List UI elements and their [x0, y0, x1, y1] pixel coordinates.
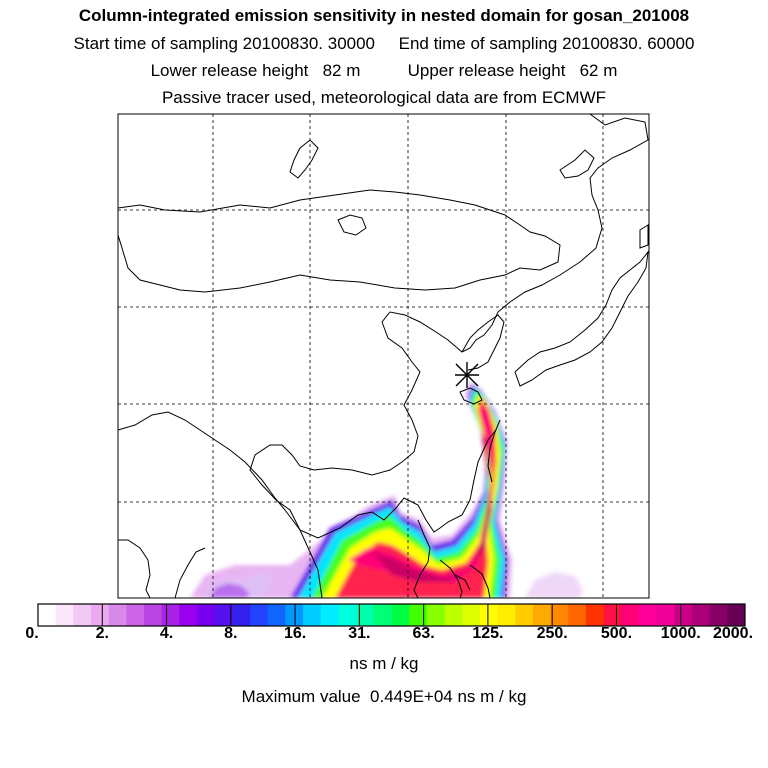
colorbar-cell	[338, 604, 357, 626]
colorbar-cell	[267, 604, 286, 626]
colorbar-cell	[320, 604, 339, 626]
colorbar-cell	[426, 604, 446, 626]
colorbar-cell	[621, 604, 640, 626]
colorbar-cell	[568, 604, 587, 626]
lower-release-label: Lower release height 82 m	[150, 61, 361, 80]
colorbar-tick-label: 4.	[159, 625, 174, 642]
colorbar-cell	[126, 604, 145, 626]
colorbar-cell	[232, 604, 251, 626]
map-frame	[117, 113, 650, 599]
release-point-marker	[455, 362, 479, 388]
colorbar-cell	[638, 604, 658, 626]
colorbar-cell	[303, 604, 322, 626]
colorbar-cell	[197, 604, 216, 626]
colorbar-cell	[691, 604, 711, 626]
sampling-time-line: Start time of sampling 20100830. 30000 E…	[0, 34, 768, 54]
colorbar-cell	[373, 604, 392, 626]
colorbar-cell	[515, 604, 534, 626]
colorbar-tick-label: 63.	[412, 625, 435, 642]
colorbar-cell	[144, 604, 163, 626]
colorbar-cell	[356, 604, 375, 626]
colorbar-cell	[709, 604, 728, 626]
colorbar-cell	[550, 604, 569, 626]
colorbar-cell	[603, 604, 622, 626]
colorbar-cell	[674, 604, 693, 626]
colorbar-cell	[55, 604, 74, 626]
colorbar-tick-label: 1000.	[660, 625, 701, 642]
colorbar-tick-label: 8.	[224, 625, 238, 642]
colorbar-tick-label: 2.	[95, 625, 109, 642]
colorbar-cell	[214, 604, 233, 626]
colorbar-cell	[497, 604, 516, 626]
end-time-label: End time of sampling 20100830. 60000	[398, 34, 695, 53]
colorbar-cell	[727, 604, 746, 626]
colorbar-cell	[73, 604, 92, 626]
colorbar-cell	[409, 604, 428, 626]
colorbar-dividers	[101, 604, 682, 626]
colorbar-cell	[179, 604, 198, 626]
colorbar-cell	[108, 604, 127, 626]
colorbar-units: ns m / kg	[349, 654, 419, 673]
colorbar-tick-label: 31.	[348, 625, 371, 642]
colorbar-cell	[444, 604, 463, 626]
start-time-label: Start time of sampling 20100830. 30000	[73, 34, 376, 53]
colorbar-cell	[391, 604, 410, 626]
lat-lon-grid	[118, 114, 649, 598]
colorbar-tick-label: 0.	[25, 625, 39, 642]
colorbar-tick-label: 250.	[536, 625, 568, 642]
colorbar-tick-label: 125.	[472, 625, 504, 642]
colorbar-frame	[37, 603, 746, 627]
tracer-note: Passive tracer used, meteorological data…	[161, 88, 607, 107]
colorbar-cell	[38, 604, 57, 626]
coastlines	[118, 114, 649, 598]
colorbar-tick-label: 2000.	[712, 625, 754, 642]
colorbar-cell	[161, 604, 180, 626]
colorbar-cell	[532, 604, 552, 626]
colorbar-cell	[462, 604, 481, 626]
plot-title: Column-integrated emission sensitivity i…	[78, 6, 690, 25]
colorbar-tick-label: 500.	[600, 625, 633, 642]
release-height-line: Lower release height 82 m Upper release …	[0, 61, 768, 81]
colorbar-cells	[38, 604, 746, 626]
colorbar-cell	[479, 604, 499, 626]
emission-plume	[190, 382, 583, 598]
colorbar-cell	[656, 604, 675, 626]
colorbar-cell	[285, 604, 304, 626]
colorbar-cell	[91, 604, 110, 626]
upper-release-label: Upper release height 62 m	[407, 61, 618, 80]
max-value-label: Maximum value 0.449E+04 ns m / kg	[241, 687, 527, 706]
colorbar-tick-label: 16.	[283, 625, 307, 642]
colorbar-cell	[250, 604, 269, 626]
colorbar-cell	[585, 604, 605, 626]
